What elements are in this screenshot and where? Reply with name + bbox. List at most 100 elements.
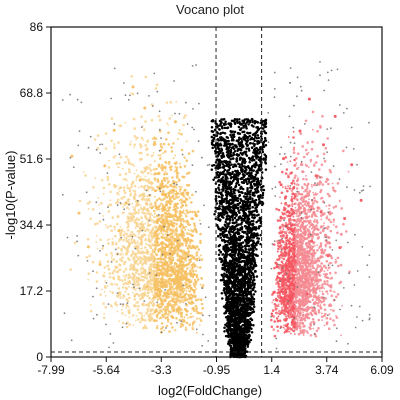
down-regulated-point xyxy=(186,191,189,195)
up-regulated-point xyxy=(293,269,297,273)
up-regulated-point xyxy=(291,273,295,277)
up-regulated-point xyxy=(303,263,307,266)
down-regulated-point xyxy=(183,277,187,281)
up-regulated-point xyxy=(310,147,314,151)
down-regulated-point xyxy=(136,287,138,290)
up-regulated-point xyxy=(311,270,315,274)
down-regulated-point xyxy=(154,252,157,255)
down-regulated-point xyxy=(187,301,190,303)
down-regulated-point xyxy=(148,318,151,321)
up-regulated-point xyxy=(292,255,296,259)
down-regulated-point xyxy=(149,245,152,248)
down-regulated-point xyxy=(102,192,105,195)
down-regulated-point xyxy=(129,264,132,268)
down-regulated-point xyxy=(191,230,195,233)
down-regulated-point xyxy=(158,311,161,315)
up-regulated-point xyxy=(292,236,296,239)
down-regulated-point xyxy=(139,279,142,282)
up-regulated-point xyxy=(332,218,336,221)
up-regulated-point xyxy=(275,282,278,285)
down-regulated-point xyxy=(176,255,179,258)
down-regulated-point xyxy=(153,319,156,322)
down-regulated-point xyxy=(172,180,175,184)
up-regulated-point xyxy=(305,267,308,269)
up-regulated-point xyxy=(285,242,288,246)
down-regulated-point xyxy=(138,233,140,236)
up-regulated-point xyxy=(281,212,285,216)
down-regulated-point xyxy=(188,290,191,293)
down-regulated-point xyxy=(164,221,167,225)
down-regulated-point xyxy=(127,198,131,201)
down-regulated-point xyxy=(155,263,158,265)
down-regulated-point xyxy=(192,315,194,318)
down-regulated-point xyxy=(160,257,164,261)
down-regulated-point xyxy=(127,292,130,296)
down-regulated-point xyxy=(171,176,174,179)
up-regulated-point xyxy=(296,183,299,186)
down-regulated-point xyxy=(127,222,130,226)
down-regulated-point xyxy=(176,242,180,245)
down-regulated-point xyxy=(171,114,174,117)
up-regulated-point xyxy=(318,264,322,268)
down-regulated-point xyxy=(169,300,172,303)
down-regulated-point xyxy=(170,150,174,153)
down-regulated-point xyxy=(166,122,169,125)
down-regulated-point xyxy=(125,307,127,309)
down-regulated-point xyxy=(140,185,143,188)
up-regulated-point xyxy=(304,213,307,216)
up-regulated-point xyxy=(317,311,321,314)
up-regulated-point xyxy=(286,161,289,164)
down-regulated-point xyxy=(142,268,146,272)
up-regulated-point xyxy=(311,264,314,267)
down-regulated-point xyxy=(103,312,105,315)
down-regulated-point xyxy=(111,291,114,295)
down-regulated-point xyxy=(143,233,145,235)
down-regulated-point xyxy=(139,227,142,230)
down-regulated-point xyxy=(189,246,193,249)
down-regulated-point xyxy=(176,294,180,298)
up-regulated-point xyxy=(301,204,305,208)
down-regulated-point xyxy=(163,294,166,297)
down-regulated-point xyxy=(134,289,137,292)
down-regulated-point xyxy=(171,250,174,253)
down-regulated-point xyxy=(166,253,170,257)
down-regulated-point xyxy=(156,172,160,175)
down-regulated-point xyxy=(157,163,161,167)
down-regulated-point xyxy=(160,264,163,268)
down-regulated-point xyxy=(135,315,138,317)
down-regulated-point xyxy=(122,195,126,199)
down-regulated-point xyxy=(122,282,126,286)
down-regulated-point xyxy=(114,266,118,270)
down-regulated-point xyxy=(130,230,134,234)
up-regulated-point xyxy=(342,149,345,153)
up-regulated-point xyxy=(293,146,295,149)
down-regulated-point xyxy=(167,192,171,196)
down-regulated-point xyxy=(137,236,140,239)
down-regulated-point xyxy=(130,267,133,270)
up-regulated-point xyxy=(301,253,305,256)
down-regulated-point xyxy=(150,183,153,186)
up-regulated-point xyxy=(305,244,309,248)
up-regulated-point xyxy=(347,170,350,173)
up-regulated-point xyxy=(284,221,288,225)
down-regulated-point xyxy=(160,286,163,289)
down-regulated-point xyxy=(149,257,152,261)
up-regulated-point xyxy=(317,273,321,276)
down-regulated-point xyxy=(167,124,170,126)
down-regulated-point xyxy=(173,328,177,332)
down-regulated-point xyxy=(149,312,152,316)
up-regulated-point xyxy=(324,266,328,270)
up-regulated-point xyxy=(280,295,283,298)
down-regulated-point xyxy=(112,270,115,273)
down-regulated-point xyxy=(151,188,154,192)
up-regulated-point xyxy=(281,223,284,227)
down-regulated-point xyxy=(131,272,134,276)
down-regulated-point xyxy=(170,283,173,286)
up-regulated-point xyxy=(301,264,304,268)
down-regulated-point xyxy=(165,324,169,328)
up-regulated-point xyxy=(304,308,307,312)
down-regulated-point xyxy=(139,297,142,301)
down-regulated-point xyxy=(188,265,191,268)
up-regulated-point xyxy=(304,119,308,123)
down-regulated-point xyxy=(112,156,116,159)
